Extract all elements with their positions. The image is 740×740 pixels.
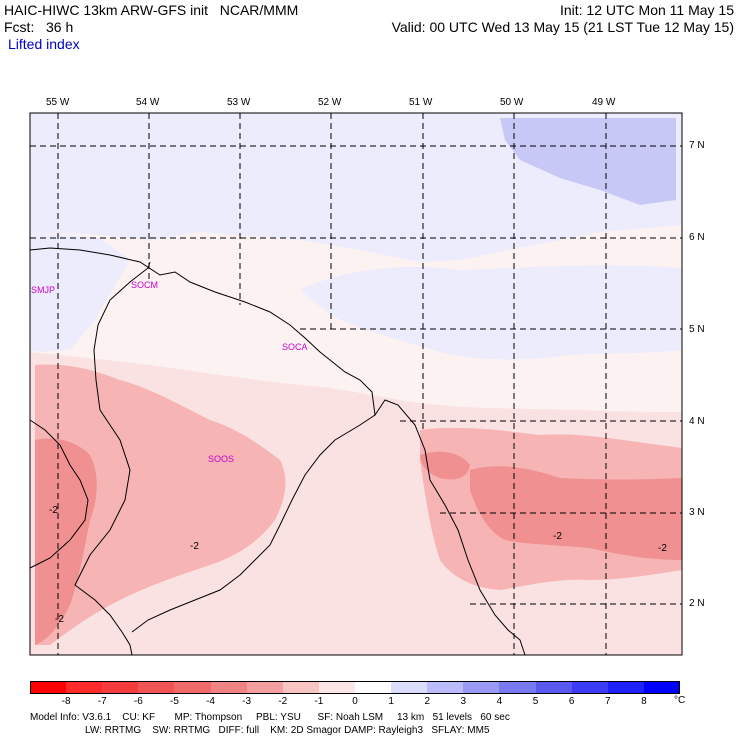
lat-label-6n: 6 N [689, 232, 705, 243]
colorbar-tick: 4 [496, 696, 503, 707]
lat-label-2n: 2 N [689, 598, 705, 609]
colorbar-tick: -1 [314, 696, 324, 707]
colorbar-cell [463, 681, 500, 694]
lat-label-4n: 4 N [689, 416, 705, 427]
lon-label-50w: 50 W [500, 97, 524, 108]
colorbar-tick: 8 [641, 696, 647, 707]
lat-label-3n: 3 N [689, 507, 705, 518]
model-info-line2: LW: RRTMG SW: RRTMG DIFF: full KM: 2D Sm… [85, 725, 490, 736]
colorbar-tick: 0 [352, 696, 358, 707]
border-suriname-guyana [74, 261, 151, 656]
colorbar-cell [174, 681, 212, 694]
colorbar-tick: -2 [278, 696, 288, 707]
colorbar-cell [571, 681, 609, 694]
colorbar-cell [102, 681, 139, 694]
field-region-negative-west [35, 364, 286, 645]
colorbar-tick: 3 [460, 696, 467, 707]
field-region-positive-west [30, 232, 130, 352]
field-region-negative-west-core [35, 438, 97, 645]
coastline [29, 247, 526, 656]
colorbar-tick: -3 [242, 696, 252, 707]
colorbar-cell [30, 681, 67, 694]
station-soos: SOOS [208, 454, 234, 464]
contour-label: -2 [55, 614, 64, 625]
forecast-hour: Fcst: 36 h [4, 19, 74, 35]
field-name: Lifted index [8, 36, 80, 52]
contour-label: -2 [553, 531, 562, 542]
colorbar-cell [66, 681, 103, 694]
lon-label-52w: 52 W [318, 97, 342, 108]
station-smjp: SMJP [31, 285, 55, 295]
colorbar-tick: 2 [424, 696, 430, 707]
lon-label-54w: 54 W [136, 97, 160, 108]
colorbar-tick: -5 [169, 696, 179, 707]
colorbar-tick: -4 [206, 696, 215, 707]
colorbar-cell [499, 681, 537, 694]
lon-label-49w: 49 W [592, 97, 616, 108]
colorbar-tick: 6 [568, 696, 575, 707]
colorbar-cell [210, 681, 248, 694]
graticule [30, 113, 682, 655]
contour-label: -2 [658, 543, 667, 554]
colorbar-cell [355, 681, 392, 694]
coastline-and-borders [29, 247, 526, 656]
station-socm: SOCM [131, 280, 158, 290]
colorbar-tick: -6 [133, 696, 143, 707]
lat-label-7n: 7 N [689, 140, 705, 151]
contour-label: -2 [190, 541, 199, 552]
field-region-positive-band [300, 265, 682, 360]
colorbar-unit: °C [674, 695, 686, 706]
lat-label-5n: 5 N [689, 324, 705, 335]
colorbar-cell [607, 681, 645, 694]
contour-label: -2 [49, 505, 58, 516]
colorbar-cell [138, 681, 175, 694]
colorbar-tick: 1 [388, 696, 394, 707]
field-region-positive-northeast [500, 118, 676, 205]
colorbar-frame [30, 681, 680, 694]
run-title: HAIC-HIWC 13km ARW-GFS init NCAR/MMM [4, 2, 299, 18]
border-west [29, 419, 89, 569]
colorbar-tick: -7 [97, 696, 107, 707]
colorbar-cell [643, 681, 681, 694]
colorbar-cell [246, 681, 284, 694]
colorbar-cell [391, 681, 428, 694]
valid-time: Valid: 00 UTC Wed 13 May 15 (21 LST Tue … [391, 19, 734, 35]
colorbar-tick: 5 [532, 696, 539, 707]
model-info-line1: Model Info: V3.6.1 CU: KF MP: Thompson P… [30, 712, 510, 723]
map-frame [29, 112, 683, 656]
lon-label-53w: 53 W [227, 97, 251, 108]
colorbar-cell [318, 681, 356, 694]
lon-label-51w: 51 W [409, 97, 433, 108]
colorbar-cell [535, 681, 573, 694]
colorbar-tick: -8 [61, 696, 71, 707]
field-region-negative-east-spot [420, 451, 470, 480]
colorbar-cell [427, 681, 464, 694]
station-soca: SOCA [282, 342, 308, 352]
colorbar-cell [282, 681, 320, 694]
border-suriname-frenchguiana [131, 414, 376, 633]
lon-label-55w: 55 W [46, 97, 70, 108]
colorbar-tick: 7 [604, 696, 611, 707]
init-time: Init: 12 UTC Mon 11 May 15 [559, 2, 734, 18]
